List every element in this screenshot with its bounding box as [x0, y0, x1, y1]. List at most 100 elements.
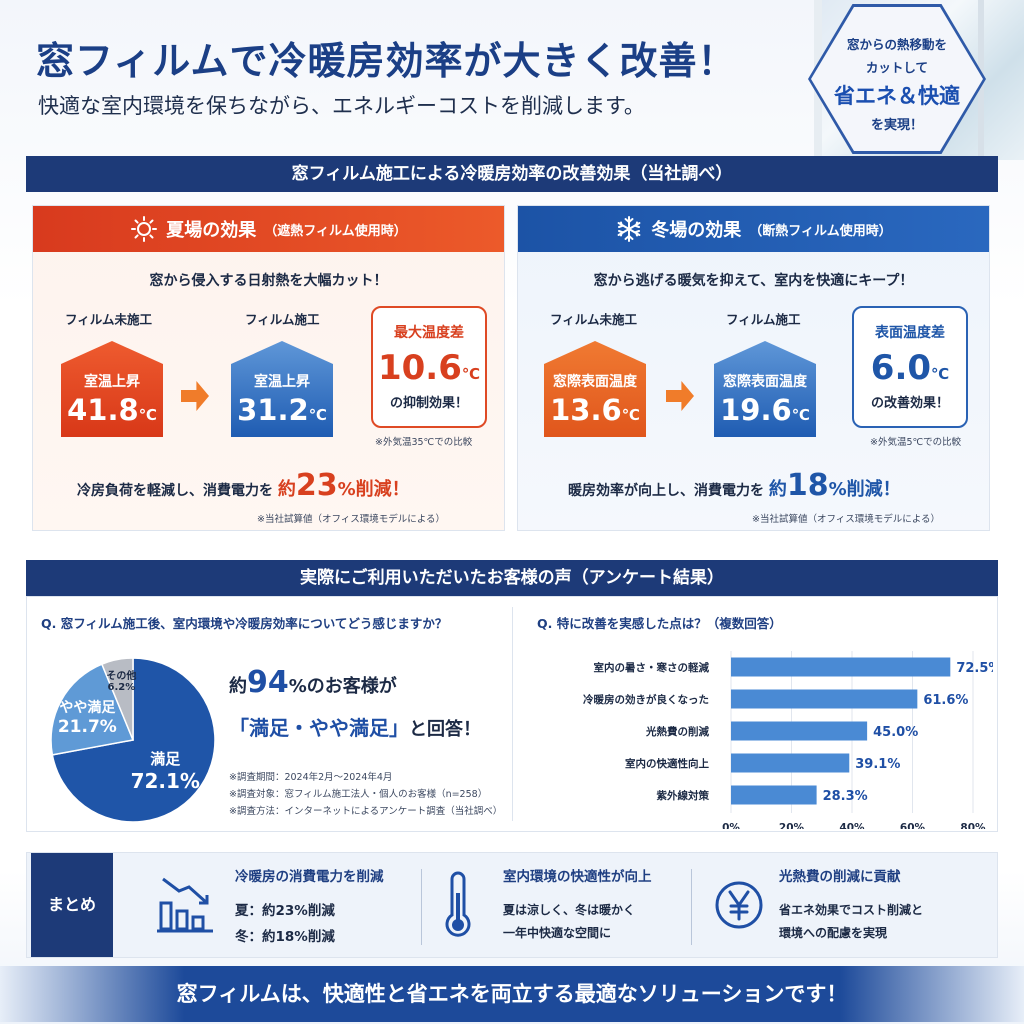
winter-before-label: フィルム未施工	[550, 312, 638, 327]
summer-before-label: フィルム未施工	[65, 312, 153, 327]
winter-intro: 窓から逃げる暖気を抑えて、室内を快適にキープ！	[593, 273, 914, 289]
winter-panel: 冬場の効果 （断熱フィルム使用時） 窓から逃げる暖気を抑えて、室内を快適にキープ…	[517, 205, 990, 531]
pie-slice	[50, 663, 135, 756]
summer-after-label: フィルム施工	[245, 312, 320, 327]
survey-section: Q. 窓フィルム施工後、室内環境や冷暖房効率についてどう感じますか？ Q. 特に…	[26, 596, 998, 832]
summary-power-title: 冷暖房の消費電力を削減	[235, 869, 384, 885]
summer-before-value-wrap: 41.8℃	[61, 393, 163, 427]
header: 窓フィルムで冷暖房効率が大きく改善！ 快適な室内環境を保ちながら、エネルギーコス…	[0, 0, 1024, 160]
winter-after-value-wrap: 19.6℃	[714, 393, 816, 427]
winter-unit: ℃	[931, 365, 950, 383]
pie-label-name: やや満足	[59, 700, 116, 717]
bar-value-label: 39.1%	[855, 757, 900, 772]
response-quote: 「満足・やや満足」	[229, 716, 409, 740]
x-tick-label: 20%	[779, 822, 805, 829]
survey-notes: ※調査期間：2024年2月～2024年4月 ※調査対象：窓フィルム施工法人・個人…	[229, 769, 502, 820]
summary-cost-title: 光熱費の削減に貢献	[779, 869, 901, 885]
winter-condition: ※外気温5℃での比較	[870, 437, 962, 448]
bar-category-label: 室内の暑さ・寒さの軽減	[594, 661, 710, 674]
response-line2: 「満足・やや満足」と回答！	[229, 712, 481, 741]
summary-comfort-title: 室内環境の快適性が向上	[503, 869, 652, 885]
survey-note-period: ※調査期間：2024年2月～2024年4月	[229, 772, 393, 783]
bar	[731, 657, 951, 677]
summer-intro: 窓から侵入する日射熱を大幅カット！	[149, 273, 388, 289]
pie-label-value: 21.7%	[57, 717, 117, 738]
summer-before-value: 41.8	[67, 393, 139, 427]
bar	[731, 721, 868, 741]
summer-saving-about: 約	[277, 479, 296, 500]
badge-line2: カットして	[865, 60, 929, 75]
summer-panel: 夏場の効果 （遮熱フィルム使用時） 窓から侵入する日射熱を大幅カット！ フィルム…	[32, 205, 505, 531]
pie-label: その他 6.2%	[81, 667, 161, 693]
winter-after-house-label: 窓際表面温度	[723, 374, 807, 390]
voice-band: 実際にご利用いただいたお客様の声（アンケート結果）	[26, 560, 998, 596]
winter-diff-value-wrap: 6.0℃	[854, 348, 966, 388]
summer-saving: 冷房負荷を軽減し、消費電力を 約23%削減！	[77, 468, 410, 503]
summary-comfort-line1: 夏は涼しく、冬は暖かく	[503, 903, 636, 917]
bar-value-label: 61.6%	[923, 693, 968, 708]
response-end: と回答！	[409, 719, 481, 740]
bar-value-label: 72.5%	[956, 661, 993, 676]
bar-value-label: 28.3%	[823, 789, 868, 804]
summer-diff-box: 最大温度差 10.6℃ の抑制効果！	[371, 306, 487, 428]
winter-saving-about: 約	[768, 479, 787, 500]
winter-diff-title: 表面温度差	[875, 325, 945, 341]
summer-after-value-wrap: 31.2℃	[231, 393, 333, 427]
response-suffix: %のお客様が	[288, 676, 397, 697]
summer-before-house-label: 室温上昇	[84, 374, 140, 390]
summary-section: まとめ 冷暖房の消費電力を削減 夏：約23%削減 冬：約18%削減 室内環境の快…	[26, 852, 998, 958]
survey-question-2: Q. 特に改善を実感した点は？（複数回答）	[537, 616, 782, 631]
summer-unit: ℃	[308, 406, 327, 424]
summary-item-cost: 光熱費の削減に貢献 省エネ効果でコスト削減と 環境への配慮を実現	[779, 865, 923, 941]
survey-note-method: ※調査方法：インターネットによるアンケート調査（当社調べ）	[229, 806, 503, 817]
summer-condition: ※外気温35℃での比較	[375, 437, 473, 448]
pie-label-name: その他	[106, 671, 137, 683]
bar	[731, 753, 850, 773]
bar	[731, 689, 918, 709]
winter-saving-note: ※当社試算値（オフィス環境モデルによる）	[752, 514, 940, 525]
summary-cost-line1: 省エネ効果でコスト削減と	[779, 903, 924, 917]
winter-after-label: フィルム施工	[726, 312, 801, 327]
badge-line1: 窓からの熱移動を	[846, 37, 947, 52]
winter-after-house: 窓際表面温度 19.6℃	[714, 341, 816, 437]
improvement-bar-chart: 0% 20% 40% 60% 80% 室内の暑さ・寒さの軽減 72.5% 冷暖房の効きが良くな…	[583, 651, 993, 829]
response-value: 94	[247, 665, 289, 700]
bar-category-label: 紫外線対策	[657, 789, 710, 802]
summer-saving-note: ※当社試算値（オフィス環境モデルによる）	[257, 514, 445, 525]
winter-saving-value: 18	[786, 468, 829, 503]
winter-saving-prefix: 暖房効率が向上し、消費電力を	[568, 483, 764, 499]
survey-question-1: Q. 窓フィルム施工後、室内環境や冷暖房効率についてどう感じますか？	[41, 616, 448, 631]
summer-diff-effect: の抑制効果！	[389, 396, 468, 411]
response-line1: 約94%のお客様が	[229, 665, 481, 700]
sun-icon	[131, 216, 158, 242]
summer-after-value: 31.2	[237, 393, 309, 427]
summer-before-house: 室温上昇 41.8℃	[61, 341, 163, 437]
satisfaction-pie-chart	[50, 657, 216, 823]
bar-category-label: 室内の快適性向上	[625, 757, 709, 770]
summer-unit: ℃	[138, 406, 157, 424]
winter-unit: ℃	[791, 406, 810, 424]
survey-response: 約94%のお客様が 「満足・やや満足」と回答！	[229, 665, 481, 741]
summary-item-comfort: 室内環境の快適性が向上 夏は涼しく、冬は暖かく 一年中快適な空間に	[503, 865, 652, 941]
badge-hexagon: 窓からの熱移動を カットして 省エネ＆快適 を実現！	[811, 7, 983, 151]
winter-head: 冬場の効果 （断熱フィルム使用時）	[518, 206, 989, 252]
winter-before-house-label: 窓際表面温度	[553, 374, 637, 390]
x-tick-label: 80%	[960, 822, 986, 829]
summer-title: 夏場の効果	[166, 220, 257, 241]
page-title: 窓フィルムで冷暖房効率が大きく改善！	[36, 39, 737, 83]
snowflake-icon	[617, 216, 641, 242]
yen-icon	[715, 881, 763, 929]
x-tick-label: 40%	[839, 822, 865, 829]
footer-banner: 窓フィルムは、快適性と省エネを両立する最適なソリューションです！	[0, 966, 1024, 1022]
thermometer-icon	[445, 871, 471, 937]
winter-unit: ℃	[621, 406, 640, 424]
winter-saving: 暖房効率が向上し、消費電力を 約18%削減！	[568, 468, 901, 503]
summary-cost-line2: 環境への配慮を実現	[779, 926, 888, 940]
badge-line3: 省エネ＆快適	[834, 84, 960, 108]
pie-label-value: 6.2%	[107, 682, 136, 694]
summer-after-house-label: 室温上昇	[254, 374, 310, 390]
summer-saving-suffix: %削減！	[337, 479, 410, 500]
winter-after-value: 19.6	[720, 393, 792, 427]
response-prefix: 約	[229, 676, 247, 697]
survey-note-target: ※調査対象：窓フィルム施工法人・個人のお客様（n=258）	[229, 789, 488, 800]
